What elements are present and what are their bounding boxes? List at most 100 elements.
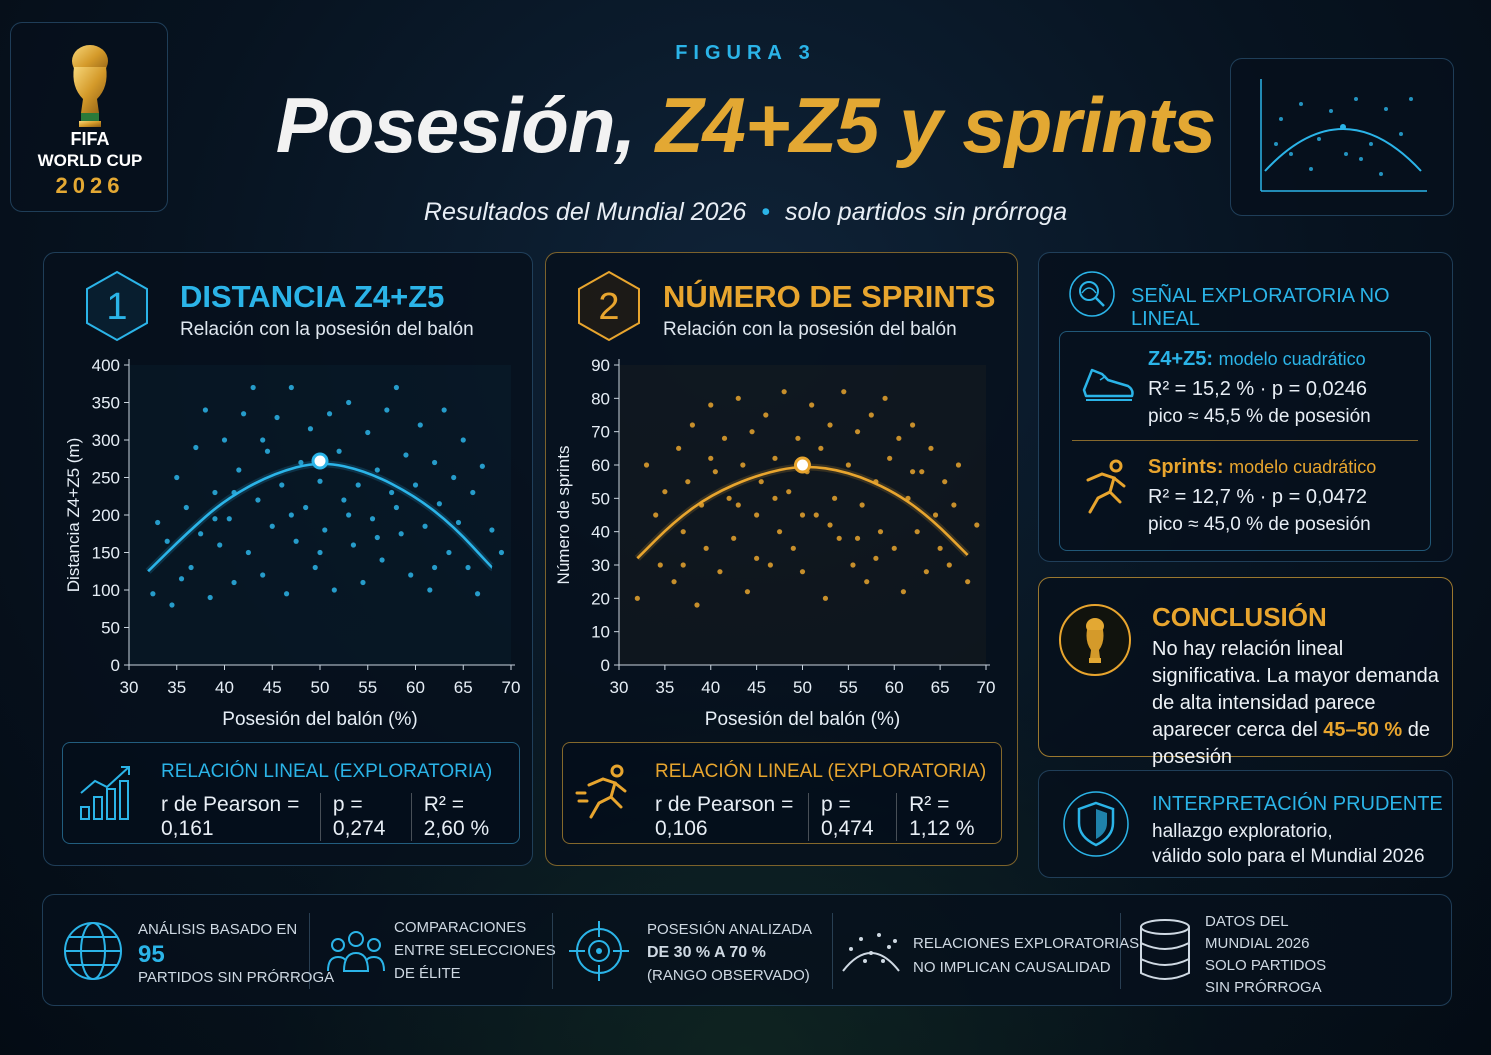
x-tick-label: 60 — [885, 678, 904, 697]
data-point — [914, 529, 920, 535]
summary-matches-bottom: PARTIDOS SIN PRÓRROGA — [138, 969, 335, 986]
interpretation-line-2: válido solo para el Mundial 2026 — [1152, 846, 1425, 867]
y-tick-label: 300 — [92, 431, 120, 450]
data-point — [900, 589, 907, 595]
panel2-stat-values: r de Pearson = 0,106 p = 0,474 R² = 1,12… — [655, 793, 1001, 841]
x-axis-label: Posesión del balón (%) — [222, 709, 417, 730]
data-point — [393, 384, 399, 391]
peak-marker — [311, 452, 329, 470]
data-point — [178, 576, 185, 582]
data-point — [786, 489, 792, 495]
data-point — [809, 402, 815, 408]
y-tick-label: 350 — [92, 394, 120, 413]
data-point — [288, 384, 294, 391]
sprints-scatter-chart: 0 10 20 30 40 50 60 70 80 90 30 35 40 45 50 55 60 65 70 Pos… — [554, 356, 995, 730]
data-point — [441, 407, 447, 413]
data-point — [932, 512, 939, 518]
data-point — [767, 562, 773, 568]
data-point — [393, 504, 399, 511]
interpretation-text: hallazgo exploratorio, válido solo para … — [1152, 819, 1425, 869]
data-point — [274, 414, 280, 421]
panel2-pvalue: p = 0,474 — [807, 793, 896, 841]
sprints-model-head: Sprints: modelo cuadrático — [1148, 456, 1376, 479]
globe-icon — [64, 922, 122, 980]
y-tick-label: 20 — [591, 589, 610, 608]
signal-title: SEÑAL EXPLORATORIA NO LINEAL — [1131, 285, 1390, 330]
y-tick-label: 40 — [591, 523, 610, 542]
data-point — [731, 535, 737, 541]
summary-possession-range-value: DE 30 % A 70 % — [647, 944, 766, 961]
y-axis-label: Número de sprints — [554, 446, 573, 585]
z4z5-model-type: modelo cuadrático — [1218, 349, 1366, 369]
y-tick-label: 80 — [591, 389, 610, 408]
summary-data-2: MUNDIAL 2026 — [1205, 935, 1310, 952]
panel1-subtitle: Relación con la posesión del balón — [180, 319, 474, 340]
data-point — [799, 569, 806, 575]
data-point — [859, 502, 865, 508]
data-point — [708, 402, 714, 408]
summary-matches-count: 95 — [138, 941, 165, 968]
data-point — [887, 455, 893, 461]
y-tick-label: 200 — [92, 506, 120, 525]
data-point — [417, 422, 423, 428]
data-point — [974, 522, 980, 528]
y-tick-label: 50 — [591, 489, 610, 508]
conclusion-panel: CONCLUSIÓN No hay relación lineal signif… — [1038, 577, 1453, 768]
x-tick-label: 50 — [793, 678, 812, 697]
panel2-r2: R² = 1,12 % — [896, 793, 1001, 841]
data-point — [662, 489, 668, 495]
x-tick-label: 35 — [655, 678, 674, 697]
panel2-stat-title: RELACIÓN LINEAL (EXPLORATORIA) — [655, 761, 987, 782]
target-icon — [569, 921, 629, 981]
data-point — [634, 595, 640, 601]
data-point — [245, 549, 251, 556]
z4z5-model-peak: pico ≈ 45,5 % de posesión — [1148, 406, 1371, 427]
data-point — [150, 591, 156, 597]
data-point — [336, 448, 342, 454]
title-part1: Posesión, — [275, 81, 636, 169]
data-point — [260, 437, 266, 443]
x-tick-label: 65 — [931, 678, 950, 697]
data-point — [754, 555, 760, 561]
data-point — [694, 602, 700, 608]
y-tick-label: 50 — [101, 619, 120, 638]
data-point — [827, 522, 833, 528]
peak-marker — [794, 456, 811, 474]
data-point — [850, 562, 856, 568]
data-point — [712, 469, 718, 475]
summary-causality: RELACIONES EXPLORATORIAS, NO IMPLICAN CA… — [833, 895, 1143, 1007]
data-point — [919, 469, 925, 475]
data-point — [455, 519, 462, 526]
data-point — [260, 572, 266, 578]
summary-comparisons: COMPARACIONES ENTRE SELECCIONES DE ÉLITE — [310, 895, 556, 1007]
data-point — [326, 411, 333, 417]
x-tick-label: 45 — [747, 678, 766, 697]
summary-comparisons-3: DE ÉLITE — [394, 965, 461, 982]
summary-data-3: SOLO PARTIDOS — [1205, 957, 1327, 974]
nonlinear-signal-panel: SEÑAL EXPLORATORIA NO LINEAL Z4+Z5: mode… — [1038, 252, 1453, 562]
summary-causality-1: RELACIONES EXPLORATORIAS, — [913, 935, 1144, 952]
data-point — [369, 516, 376, 522]
summary-matches: ANÁLISIS BASADO EN 95 PARTIDOS SIN PRÓRR… — [43, 895, 334, 1007]
page-subtitle: Resultados del Mundial 2026 • solo parti… — [0, 198, 1491, 227]
data-point — [744, 589, 751, 595]
x-tick-label: 40 — [215, 678, 234, 697]
x-tick-label: 55 — [358, 678, 377, 697]
logo-year: 2026 — [55, 173, 125, 198]
x-tick-label: 65 — [454, 678, 473, 697]
data-point — [877, 529, 884, 535]
data-point — [910, 469, 916, 475]
curve-chart-icon — [1260, 79, 1427, 192]
data-point — [827, 422, 833, 428]
y-tick-label: 250 — [92, 469, 120, 488]
data-point — [317, 549, 323, 556]
summary-possession-top: POSESIÓN ANALIZADA — [647, 921, 813, 938]
data-point — [726, 495, 732, 501]
logo-fifa: FIFA — [70, 129, 110, 149]
number-badge-2: 2 — [578, 270, 640, 342]
model-divider — [1072, 440, 1418, 441]
data-point — [841, 389, 847, 395]
data-point — [255, 497, 261, 503]
sprinter-icon — [1086, 459, 1126, 514]
data-point — [169, 602, 175, 608]
